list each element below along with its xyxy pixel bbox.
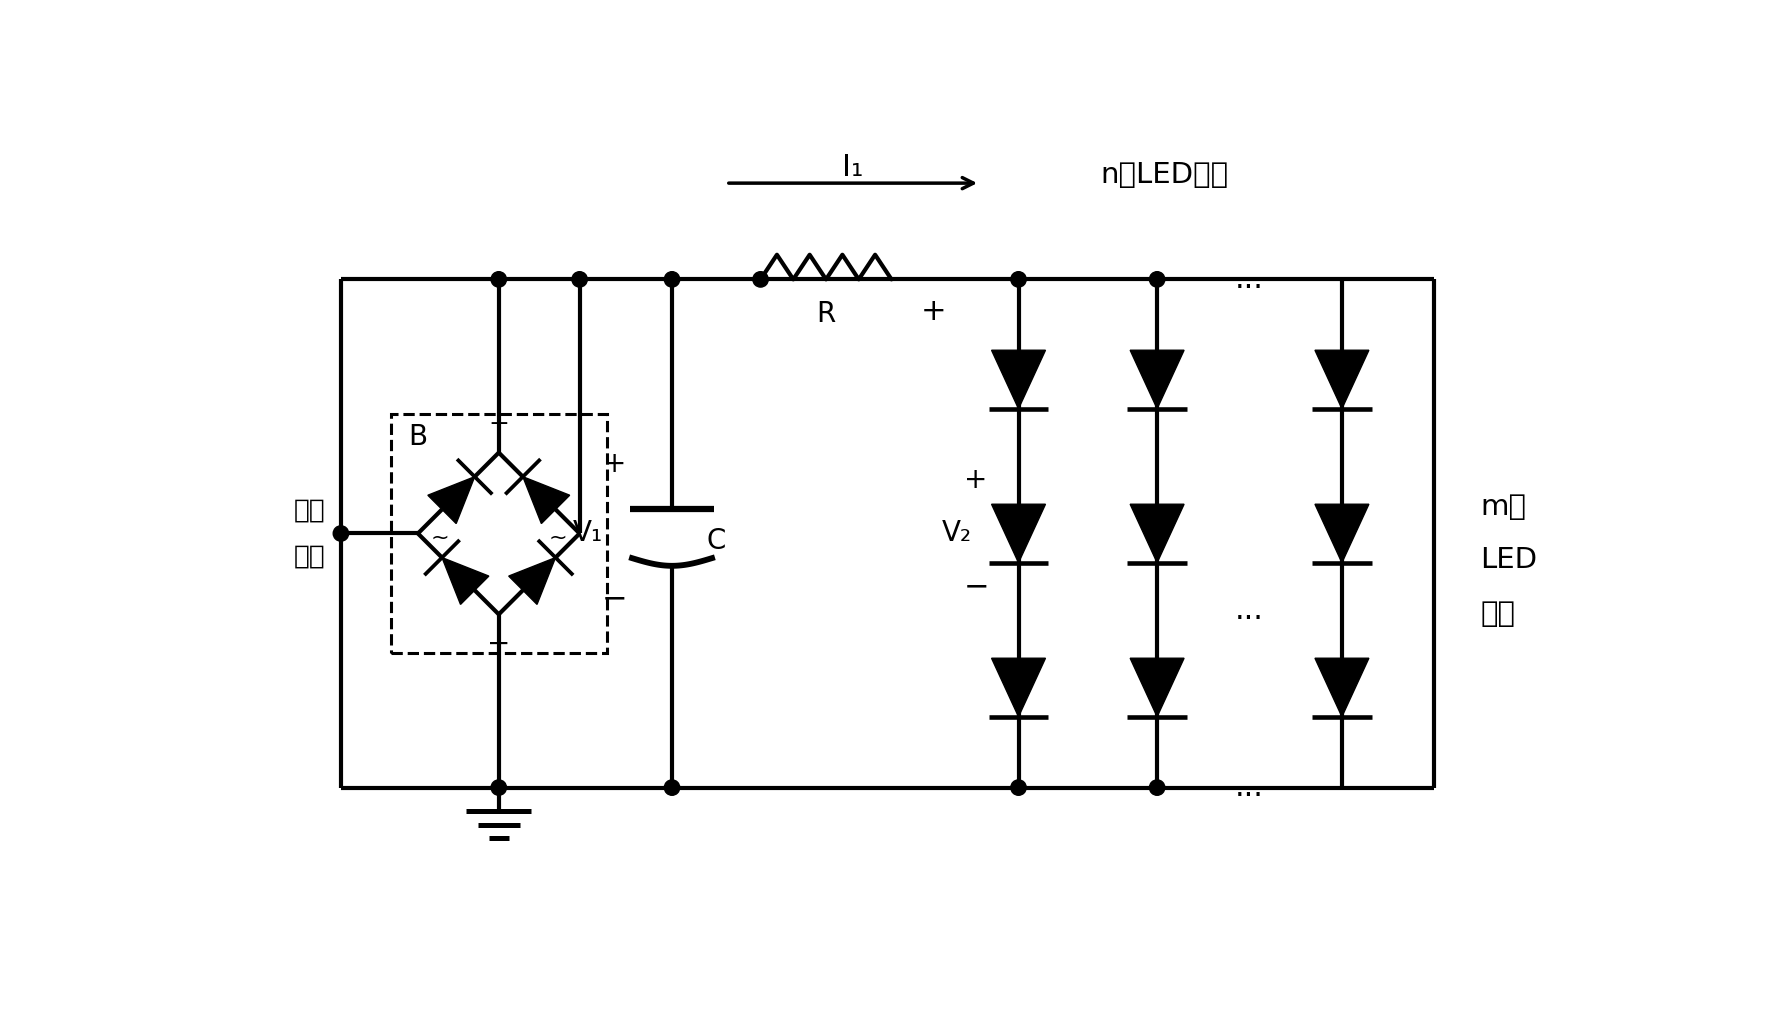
Text: B: B [408, 423, 428, 451]
Circle shape [665, 271, 679, 287]
Polygon shape [1130, 350, 1185, 409]
Circle shape [665, 780, 679, 796]
Circle shape [492, 780, 506, 796]
Text: I₁: I₁ [842, 153, 863, 183]
Circle shape [1011, 780, 1025, 796]
Text: +: + [965, 465, 988, 493]
Circle shape [571, 271, 587, 287]
Polygon shape [523, 477, 569, 523]
Circle shape [1149, 271, 1165, 287]
Circle shape [1011, 271, 1025, 287]
Text: V₂: V₂ [942, 519, 972, 548]
Polygon shape [509, 557, 555, 605]
Polygon shape [992, 658, 1045, 717]
Polygon shape [992, 350, 1045, 409]
Polygon shape [1315, 505, 1368, 562]
Polygon shape [992, 505, 1045, 562]
Bar [391, 414, 606, 653]
Text: m串: m串 [1480, 492, 1526, 520]
Circle shape [753, 271, 769, 287]
Circle shape [332, 525, 348, 541]
Text: LED: LED [1480, 546, 1538, 575]
Circle shape [492, 271, 506, 287]
Text: ⋮: ⋮ [1142, 596, 1172, 625]
Text: ⋮: ⋮ [1002, 596, 1034, 625]
Text: ...: ... [1236, 265, 1264, 294]
Polygon shape [1315, 350, 1368, 409]
Text: +: + [921, 297, 946, 326]
Polygon shape [1130, 658, 1185, 717]
Text: ...: ... [1236, 596, 1264, 625]
Text: ~: ~ [548, 527, 568, 547]
Text: n串LED并联: n串LED并联 [1101, 161, 1229, 190]
Text: R: R [817, 300, 836, 328]
Polygon shape [442, 557, 488, 605]
Polygon shape [1130, 505, 1185, 562]
Text: ...: ... [1236, 773, 1264, 802]
Text: −: − [488, 630, 511, 657]
Text: +: + [488, 412, 509, 436]
Text: V₁: V₁ [573, 519, 603, 548]
Text: ~: ~ [430, 527, 449, 547]
Polygon shape [1315, 658, 1368, 717]
Text: ⋮: ⋮ [1326, 596, 1358, 625]
Text: 并联: 并联 [1480, 601, 1515, 628]
Polygon shape [428, 477, 474, 523]
Circle shape [1149, 780, 1165, 796]
Text: 交流: 交流 [293, 497, 325, 523]
Text: C: C [707, 527, 727, 555]
Text: 市电: 市电 [293, 544, 325, 570]
Text: +: + [603, 450, 626, 478]
Text: −: − [964, 573, 988, 602]
Text: −: − [601, 584, 628, 613]
